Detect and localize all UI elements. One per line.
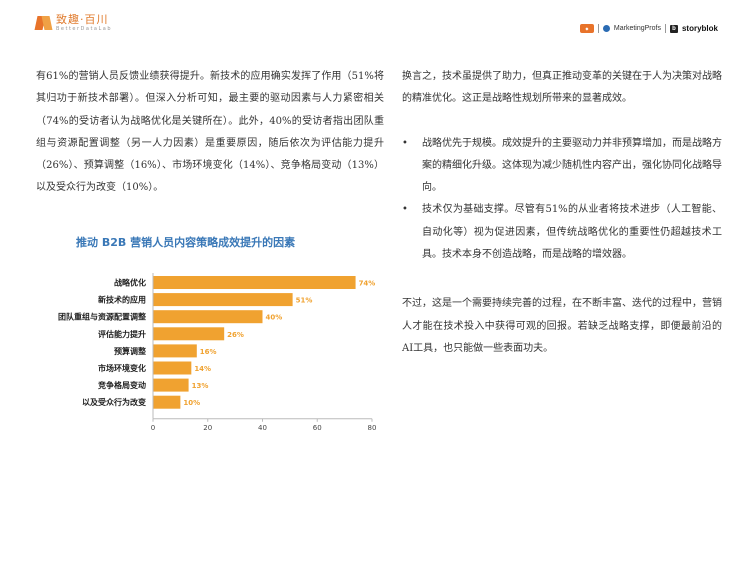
- marketingprofs-icon: [602, 25, 610, 32]
- partner-marketingprofs: MarketingProfs: [613, 25, 661, 32]
- page-header: 致趣·百川 BetterDataLab ◆ MarketingProfs b s…: [0, 0, 752, 44]
- list-item: • 技术仅为基础支撑。尽管有51%的从业者将技术进步（人工智能、自动化等）视为促进…: [402, 199, 722, 266]
- left-column: 有61%的营销人员反馈业绩获得提升。新技术的应用确实发挥了作用（51%将其归功于…: [36, 66, 384, 200]
- data-label: 74%: [359, 280, 376, 288]
- data-label: 26%: [227, 331, 244, 339]
- category-label: 竞争格局变动: [97, 380, 146, 390]
- chart-bar: [153, 276, 356, 289]
- data-label: 10%: [183, 399, 200, 407]
- x-tick-label: 0: [151, 424, 155, 432]
- list-item: • 战略优先于规模。成效提升的主要驱动力并非预算增加，而是战略方案的精细化升级。这…: [402, 133, 722, 200]
- partner-logos: ◆ MarketingProfs b storyblok: [579, 24, 718, 33]
- x-tick-label: 60: [313, 424, 322, 432]
- chart-bar: [153, 378, 189, 392]
- category-label: 团队重组与资源配置调整: [58, 312, 146, 322]
- x-tick-label: 40: [258, 424, 267, 432]
- partner-storyblok: storyblok: [681, 24, 718, 33]
- partner-badge-icon: ◆: [579, 24, 594, 33]
- x-tick-label: 20: [203, 424, 212, 432]
- closing-paragraph: 不过，这是一个需要持续完善的过程，在不断丰富、迭代的过程中，营销人才能在技术投入…: [402, 298, 722, 354]
- chart-bar: [153, 310, 263, 324]
- list-item-text: 战略优先于规模。成效提升的主要驱动力并非预算增加，而是战略方案的精细化升级。这体…: [422, 137, 722, 194]
- data-label: 51%: [296, 297, 313, 305]
- bullet-icon: •: [402, 137, 408, 149]
- category-label: 新技术的应用: [98, 295, 146, 305]
- data-label: 14%: [194, 365, 211, 373]
- category-label: 预算调整: [114, 346, 146, 356]
- right-column: 换言之，技术虽提供了助力，但真正推动变革的关键在于人为决策对战略的精准优化。这正…: [402, 66, 722, 360]
- data-label: 40%: [266, 314, 283, 322]
- chart-bar: [153, 293, 293, 307]
- chart-bar: [153, 327, 225, 341]
- data-label: 16%: [200, 348, 217, 356]
- x-tick-label: 80: [368, 424, 377, 432]
- chart-bar: [153, 344, 197, 358]
- bullet-icon: •: [402, 204, 408, 216]
- category-label: 市场环境变化: [98, 363, 146, 373]
- brand-logo: 致趣·百川 BetterDataLab: [34, 13, 113, 32]
- body-paragraph: 有61%的营销人员反馈业绩获得提升。新技术的应用确实发挥了作用（51%将其归功于…: [36, 71, 384, 194]
- intro-paragraph: 换言之，技术虽提供了助力，但真正推动变革的关键在于人为决策对战略的精准优化。这正…: [402, 71, 722, 105]
- logo-divider: [597, 24, 599, 33]
- brand-name-en: BetterDataLab: [56, 26, 113, 32]
- brand-name-cn: 致趣·百川: [56, 13, 109, 26]
- category-label: 以及受众行为改变: [82, 397, 146, 407]
- chart-bar: [153, 395, 181, 409]
- data-label: 13%: [192, 382, 209, 390]
- logo-divider: [664, 24, 666, 33]
- category-label: 评估能力提升: [98, 329, 146, 339]
- chart-title: 推动 B2B 营销人员内容策略成效提升的因素: [76, 236, 296, 249]
- list-item-text: 技术仅为基础支撑。尽管有51%的从业者将技术进步（人工智能、自动化等）视为促进因…: [422, 204, 722, 261]
- chart-bar: [153, 361, 192, 375]
- category-label: 战略优化: [114, 278, 146, 288]
- key-points-list: • 战略优先于规模。成效提升的主要驱动力并非预算增加，而是战略方案的精细化升级。这…: [402, 133, 722, 267]
- storyblok-icon: b: [669, 24, 678, 33]
